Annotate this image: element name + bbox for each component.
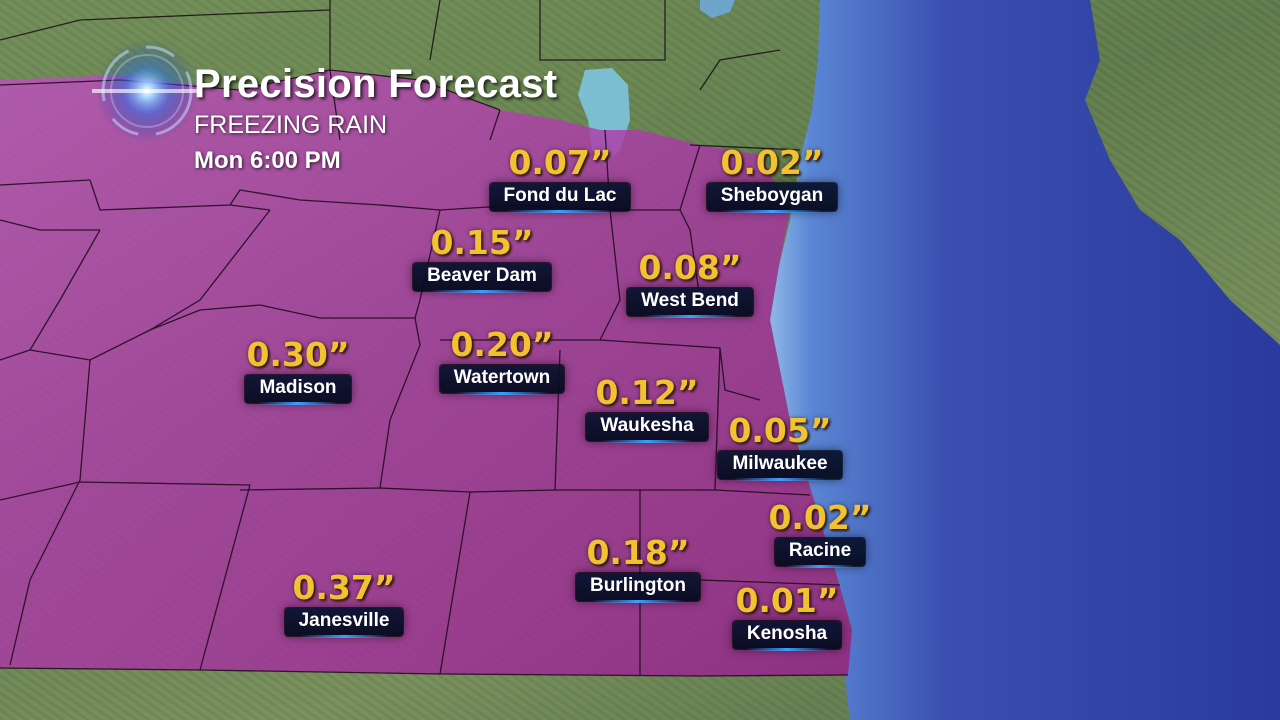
- lake-michigan: [770, 0, 1280, 720]
- forecast-type: FREEZING RAIN: [194, 111, 388, 139]
- station-amount: 0.37”: [292, 568, 396, 607]
- station-burlington: 0.18” Burlington: [553, 533, 723, 603]
- station-amount: 0.15”: [430, 223, 534, 262]
- station-label: Watertown: [439, 365, 565, 395]
- station-label: Kenosha: [732, 621, 842, 651]
- station-madison: 0.30” Madison: [213, 335, 383, 405]
- forecast-time: Mon 6:00 PM: [194, 147, 341, 174]
- station-amount: 0.08”: [638, 248, 742, 287]
- station-amount: 0.05”: [728, 411, 832, 450]
- station-amount: 0.01”: [735, 581, 839, 620]
- station-amount: 0.02”: [720, 143, 824, 182]
- station-waukesha: 0.12” Waukesha: [562, 373, 732, 443]
- station-watertown: 0.20” Watertown: [417, 325, 587, 395]
- station-sheboygan: 0.02” Sheboygan: [687, 143, 857, 213]
- freezing-rain-area: [0, 70, 852, 676]
- station-racine: 0.02” Racine: [735, 498, 905, 568]
- station-label: Waukesha: [586, 413, 708, 443]
- station-beaver-dam: 0.15” Beaver Dam: [397, 223, 567, 293]
- station-label: Sheboygan: [706, 183, 838, 213]
- station-amount: 0.02”: [768, 498, 872, 537]
- station-west-bend: 0.08” West Bend: [605, 248, 775, 318]
- page-title: Precision Forecast: [194, 62, 558, 106]
- title-block: Precision Forecast FREEZING RAIN Mon 6:0…: [194, 62, 557, 176]
- station-logo-icon: [92, 39, 202, 143]
- station-amount: 0.20”: [450, 325, 554, 364]
- green-bay-water: [700, 0, 735, 18]
- station-amount: 0.18”: [586, 533, 690, 572]
- station-label: West Bend: [627, 288, 753, 318]
- station-kenosha: 0.01” Kenosha: [702, 581, 872, 651]
- station-label: Fond du Lac: [489, 183, 631, 213]
- station-amount: 0.30”: [246, 335, 350, 374]
- station-milwaukee: 0.05” Milwaukee: [695, 411, 865, 481]
- station-amount: 0.07”: [508, 143, 612, 182]
- station-label: Janesville: [284, 608, 404, 638]
- station-fond-du-lac: 0.07” Fond du Lac: [475, 143, 645, 213]
- station-amount: 0.12”: [595, 373, 699, 412]
- station-label: Milwaukee: [718, 451, 842, 481]
- station-janesville: 0.37” Janesville: [259, 568, 429, 638]
- station-label: Racine: [774, 538, 866, 568]
- station-label: Madison: [245, 375, 351, 405]
- station-label: Burlington: [575, 573, 701, 603]
- station-label: Beaver Dam: [413, 263, 551, 293]
